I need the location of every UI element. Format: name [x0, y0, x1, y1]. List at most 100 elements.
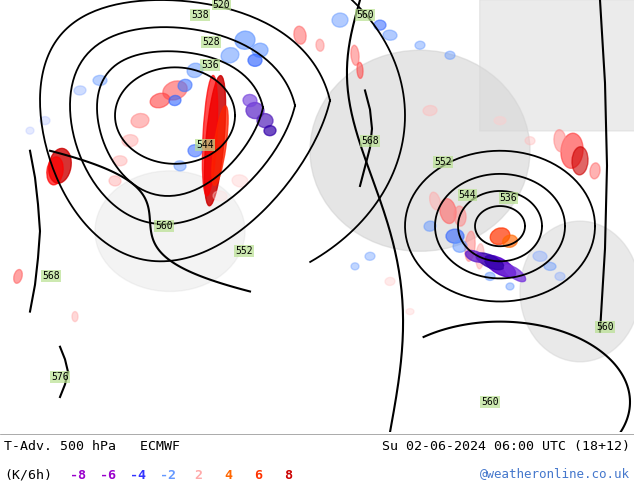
- Text: 576: 576: [51, 372, 69, 382]
- Ellipse shape: [465, 250, 484, 262]
- Ellipse shape: [454, 206, 466, 226]
- Text: 552: 552: [434, 157, 452, 167]
- Ellipse shape: [178, 79, 192, 92]
- Ellipse shape: [188, 145, 202, 157]
- Text: (K/6h): (K/6h): [4, 469, 52, 482]
- Ellipse shape: [257, 114, 273, 128]
- Text: 552: 552: [235, 246, 253, 256]
- Ellipse shape: [221, 48, 239, 63]
- Ellipse shape: [212, 106, 228, 186]
- Ellipse shape: [561, 133, 583, 168]
- Ellipse shape: [533, 251, 547, 261]
- Text: 538: 538: [191, 10, 209, 20]
- Ellipse shape: [174, 161, 186, 171]
- Ellipse shape: [235, 31, 255, 49]
- Ellipse shape: [213, 191, 227, 201]
- Ellipse shape: [122, 135, 138, 147]
- Ellipse shape: [453, 240, 467, 252]
- Ellipse shape: [163, 81, 187, 100]
- Ellipse shape: [357, 62, 363, 78]
- Ellipse shape: [494, 117, 506, 124]
- Ellipse shape: [423, 105, 437, 116]
- Ellipse shape: [555, 272, 565, 280]
- Ellipse shape: [383, 30, 397, 40]
- Ellipse shape: [503, 235, 517, 247]
- Text: 544: 544: [196, 140, 214, 149]
- Ellipse shape: [310, 50, 530, 251]
- Text: 560: 560: [356, 10, 374, 20]
- Ellipse shape: [445, 51, 455, 59]
- Ellipse shape: [26, 127, 34, 134]
- Ellipse shape: [485, 272, 495, 280]
- Text: 528: 528: [202, 37, 220, 47]
- Ellipse shape: [351, 45, 359, 65]
- Ellipse shape: [49, 148, 71, 183]
- Ellipse shape: [332, 13, 348, 27]
- Ellipse shape: [248, 54, 262, 66]
- Ellipse shape: [476, 244, 484, 269]
- Ellipse shape: [232, 175, 248, 187]
- Text: -6: -6: [100, 469, 116, 482]
- Ellipse shape: [187, 63, 203, 77]
- Ellipse shape: [572, 147, 588, 175]
- Text: 8: 8: [284, 469, 292, 482]
- Ellipse shape: [109, 176, 121, 186]
- Ellipse shape: [554, 130, 566, 152]
- Ellipse shape: [365, 252, 375, 260]
- Ellipse shape: [113, 156, 127, 166]
- Text: 4: 4: [224, 469, 232, 482]
- Ellipse shape: [95, 171, 245, 292]
- Ellipse shape: [202, 75, 217, 196]
- Ellipse shape: [204, 75, 226, 206]
- Ellipse shape: [316, 39, 324, 51]
- Ellipse shape: [385, 277, 395, 286]
- Text: 560: 560: [155, 221, 172, 231]
- Ellipse shape: [294, 26, 306, 44]
- FancyBboxPatch shape: [480, 0, 634, 131]
- Text: 544: 544: [458, 190, 476, 200]
- Text: -2: -2: [160, 469, 176, 482]
- Ellipse shape: [424, 221, 436, 231]
- Ellipse shape: [525, 137, 535, 145]
- Ellipse shape: [351, 263, 359, 270]
- Ellipse shape: [14, 270, 22, 283]
- Ellipse shape: [430, 192, 441, 210]
- Text: 2: 2: [194, 469, 202, 482]
- Ellipse shape: [374, 20, 386, 30]
- Text: 536: 536: [202, 60, 219, 70]
- Ellipse shape: [246, 102, 264, 119]
- Ellipse shape: [264, 125, 276, 136]
- Ellipse shape: [484, 255, 515, 277]
- Ellipse shape: [465, 231, 475, 261]
- Ellipse shape: [252, 43, 268, 57]
- Text: Su 02-06-2024 06:00 UTC (18+12): Su 02-06-2024 06:00 UTC (18+12): [382, 440, 630, 453]
- Ellipse shape: [440, 198, 456, 223]
- Text: 560: 560: [481, 397, 499, 407]
- Ellipse shape: [40, 117, 50, 124]
- Ellipse shape: [243, 95, 257, 106]
- Ellipse shape: [150, 93, 170, 108]
- Ellipse shape: [72, 312, 78, 321]
- Text: -8: -8: [70, 469, 86, 482]
- Ellipse shape: [476, 253, 504, 270]
- Ellipse shape: [406, 309, 414, 315]
- Text: T-Adv. 500 hPa   ECMWF: T-Adv. 500 hPa ECMWF: [4, 440, 180, 453]
- Text: @weatheronline.co.uk: @weatheronline.co.uk: [480, 467, 630, 480]
- Ellipse shape: [490, 228, 510, 245]
- Ellipse shape: [415, 41, 425, 49]
- Text: -4: -4: [130, 469, 146, 482]
- Text: 568: 568: [42, 271, 60, 281]
- Text: 568: 568: [361, 136, 378, 146]
- Text: 520: 520: [212, 0, 230, 9]
- Text: 6: 6: [254, 469, 262, 482]
- Text: 536: 536: [500, 193, 517, 203]
- Ellipse shape: [520, 221, 634, 362]
- Text: 560: 560: [596, 321, 614, 332]
- Ellipse shape: [169, 96, 181, 105]
- Ellipse shape: [74, 86, 86, 95]
- Ellipse shape: [93, 75, 107, 85]
- Ellipse shape: [446, 229, 464, 243]
- Ellipse shape: [506, 283, 514, 290]
- Ellipse shape: [505, 265, 526, 282]
- Ellipse shape: [131, 114, 149, 128]
